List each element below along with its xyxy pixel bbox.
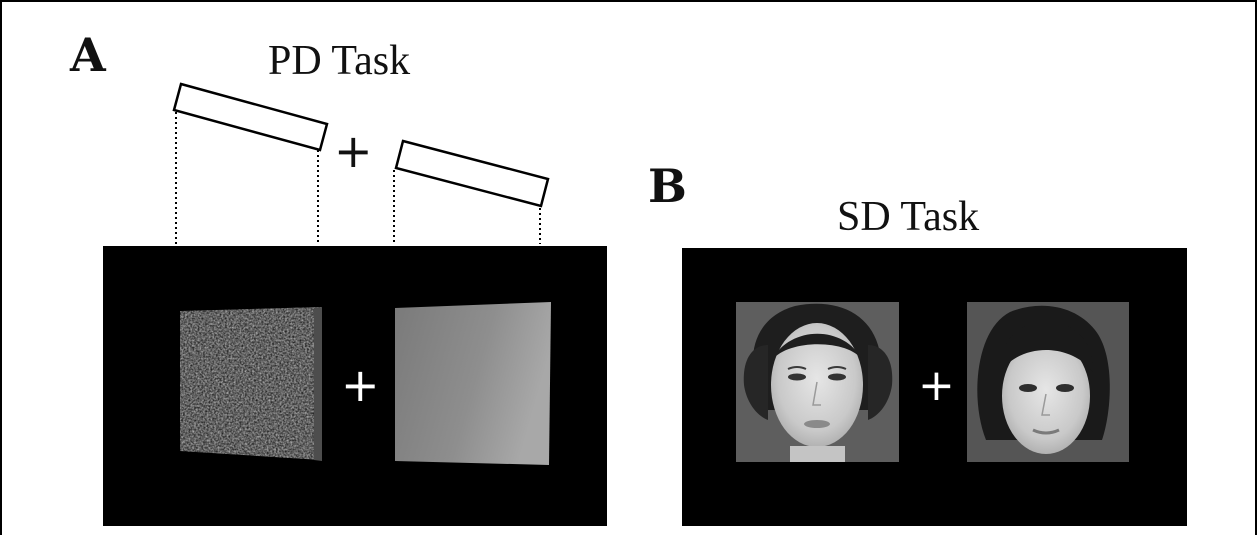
panel-b-letter: B <box>648 159 687 213</box>
frame-top-border <box>0 0 1257 2</box>
frame-right-border <box>1255 0 1257 535</box>
pd-task-title: PD Task <box>268 38 411 84</box>
sd-task-title: SD Task <box>837 194 980 240</box>
panel-a-letter: A <box>70 28 106 82</box>
face-photo-bob-hair <box>967 302 1129 462</box>
rough-texture-square <box>180 307 321 460</box>
schematic-fixation-cross: + <box>334 124 373 178</box>
left-slant-rectangle <box>172 82 329 152</box>
rough-square-edge <box>314 307 322 461</box>
pd-fixation-cross: + <box>341 358 380 412</box>
sd-fixation-cross: + <box>918 360 955 411</box>
smooth-texture-square <box>395 302 551 465</box>
face-photo-short-hair <box>736 302 899 462</box>
frame-left-border <box>0 0 2 535</box>
right-slant-rectangle <box>394 139 550 208</box>
